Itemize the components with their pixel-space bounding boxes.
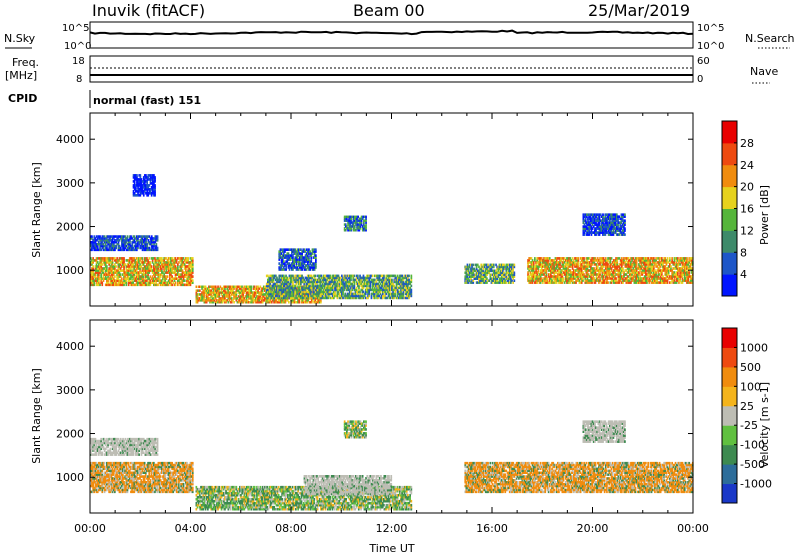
- velocity-colorbar-tick-7: -1000: [740, 478, 772, 491]
- time-tick-0: 00:00: [74, 522, 106, 535]
- power-colorbar-tick-5: 24: [740, 159, 754, 172]
- power-feature-4: [278, 248, 317, 271]
- velocity-feature-4: [343, 420, 367, 439]
- power-colorbar-label: Power [dB]: [758, 185, 771, 245]
- velocity-colorbar-swatch-6: [722, 366, 737, 387]
- nsky-tick-bottom: 10^0: [64, 41, 91, 52]
- velocity-colorbar-swatch-8: [722, 328, 737, 348]
- velocity-ytick-0: 1000: [56, 471, 84, 484]
- velocity-colorbar-tick-6: -500: [740, 458, 765, 471]
- velocity-colorbar-tick-3: 25: [740, 400, 754, 413]
- velocity-colorbar-tick-5: -100: [740, 439, 765, 452]
- velocity-colorbar-label: Velocity [m s-1]: [758, 382, 771, 468]
- power-colorbar-swatch-0: [722, 274, 737, 297]
- power-ytick-1: 2000: [56, 221, 84, 234]
- power-feature-3: [265, 274, 413, 300]
- power-feature-8: [582, 213, 626, 236]
- power-colorbar-swatch-4: [722, 186, 737, 209]
- nsearch-tick-top: 10^5: [697, 23, 724, 34]
- freq-tick-top: 18: [72, 56, 85, 67]
- velocity-colorbar-swatch-3: [722, 425, 737, 446]
- velocity-colorbar-tick-1: 500: [740, 361, 761, 374]
- nsky-panel: 10^5 10^0 10^5 10^0 N.Sky N.Search: [4, 21, 795, 52]
- velocity-colorbar-swatch-7: [722, 347, 737, 368]
- time-axis: 00:00 04:00 08:00 12:00 16:00 20:00 00:00: [74, 522, 709, 535]
- time-tick-3: 12:00: [376, 522, 408, 535]
- power-colorbar: 4 8 12 16 20 24 28: [721, 120, 754, 297]
- date-title: 25/Mar/2019: [588, 1, 690, 20]
- power-data: [90, 174, 694, 304]
- velocity-ytick-2: 3000: [56, 384, 84, 397]
- time-tick-5: 20:00: [577, 522, 609, 535]
- nave-tick-top: 60: [697, 56, 710, 67]
- nave-tick-bottom: 0: [697, 74, 703, 85]
- power-feature-9: [132, 174, 156, 197]
- nsearch-tick-bottom: 10^0: [697, 41, 724, 52]
- velocity-feature-5: [464, 461, 694, 494]
- time-tick-4: 16:00: [476, 522, 508, 535]
- power-ytick-0: 1000: [56, 264, 84, 277]
- velocity-feature-0: [90, 461, 194, 494]
- power-colorbar-swatch-3: [722, 208, 737, 231]
- nsearch-label: N.Search: [745, 32, 795, 45]
- power-colorbar-swatch-1: [722, 252, 737, 275]
- power-colorbar-swatch-2: [722, 230, 737, 253]
- nsky-tick-top: 10^5: [62, 23, 89, 34]
- power-colorbar-tick-3: 16: [740, 203, 754, 216]
- velocity-feature-3: [303, 475, 393, 496]
- power-colorbar-tick-0: 4: [740, 268, 747, 281]
- power-colorbar-swatch-7: [722, 121, 737, 144]
- cpid-row: CPID normal (fast) 151: [8, 90, 201, 108]
- power-colorbar-tick-2: 12: [740, 224, 754, 237]
- velocity-feature-6: [582, 420, 626, 443]
- power-colorbar-swatch-5: [722, 164, 737, 188]
- station-title: Inuvik (fitACF): [92, 1, 205, 20]
- nsky-label: N.Sky: [4, 32, 36, 45]
- velocity-data: [90, 420, 694, 511]
- power-colorbar-swatch-6: [722, 142, 737, 166]
- freq-tick-bottom: 8: [76, 74, 82, 85]
- velocity-colorbar-swatch-2: [722, 444, 737, 465]
- velocity-ylabel: Slant Range [km]: [30, 368, 43, 464]
- beam-title: Beam 00: [353, 1, 425, 20]
- nsky-trace: [89, 29, 694, 36]
- power-ytick-2: 3000: [56, 177, 84, 190]
- velocity-colorbar-swatch-5: [722, 386, 737, 407]
- power-feature-6: [464, 263, 516, 284]
- power-colorbar-tick-6: 28: [740, 137, 754, 150]
- cpid-text: normal (fast) 151: [93, 94, 201, 107]
- time-tick-1: 04:00: [175, 522, 207, 535]
- power-panel: 1000 2000 3000 4000 Slant Range [km] 4 8 12 16…: [30, 112, 771, 307]
- power-feature-5: [343, 215, 367, 232]
- velocity-ytick-1: 2000: [56, 428, 84, 441]
- power-colorbar-tick-4: 20: [740, 181, 754, 194]
- power-ylabel: Slant Range [km]: [30, 162, 43, 258]
- velocity-ytick-3: 4000: [56, 340, 84, 353]
- time-tick-6: 00:00: [677, 522, 709, 535]
- freq-label-1: Freq.: [12, 56, 39, 69]
- power-feature-0: [90, 257, 194, 287]
- velocity-colorbar-swatch-1: [722, 464, 737, 485]
- nave-label: Nave: [750, 65, 778, 78]
- velocity-colorbar-swatch-0: [722, 483, 737, 504]
- power-colorbar-tick-1: 8: [740, 246, 747, 259]
- power-ytick-3: 4000: [56, 133, 84, 146]
- power-feature-1: [90, 235, 159, 252]
- velocity-panel: 1000 2000 3000 4000 Slant Range [km] 1000 50…: [30, 319, 772, 514]
- velocity-feature-1: [90, 437, 159, 456]
- time-tick-2: 08:00: [275, 522, 307, 535]
- time-axis-label: Time UT: [368, 542, 414, 554]
- velocity-colorbar-tick-2: 100: [740, 380, 761, 393]
- velocity-colorbar-swatch-4: [722, 405, 737, 426]
- velocity-colorbar-tick-4: -25: [740, 419, 758, 432]
- freq-panel: 18 8 60 0 Freq. [MHz] Nave: [5, 55, 778, 85]
- velocity-colorbar: 1000 500 100 25 -25 -100 -500 -1000: [721, 327, 772, 504]
- freq-label-2: [MHz]: [5, 69, 37, 82]
- velocity-colorbar-tick-0: 1000: [740, 341, 768, 354]
- power-feature-7: [527, 257, 694, 284]
- cpid-label: CPID: [8, 92, 37, 105]
